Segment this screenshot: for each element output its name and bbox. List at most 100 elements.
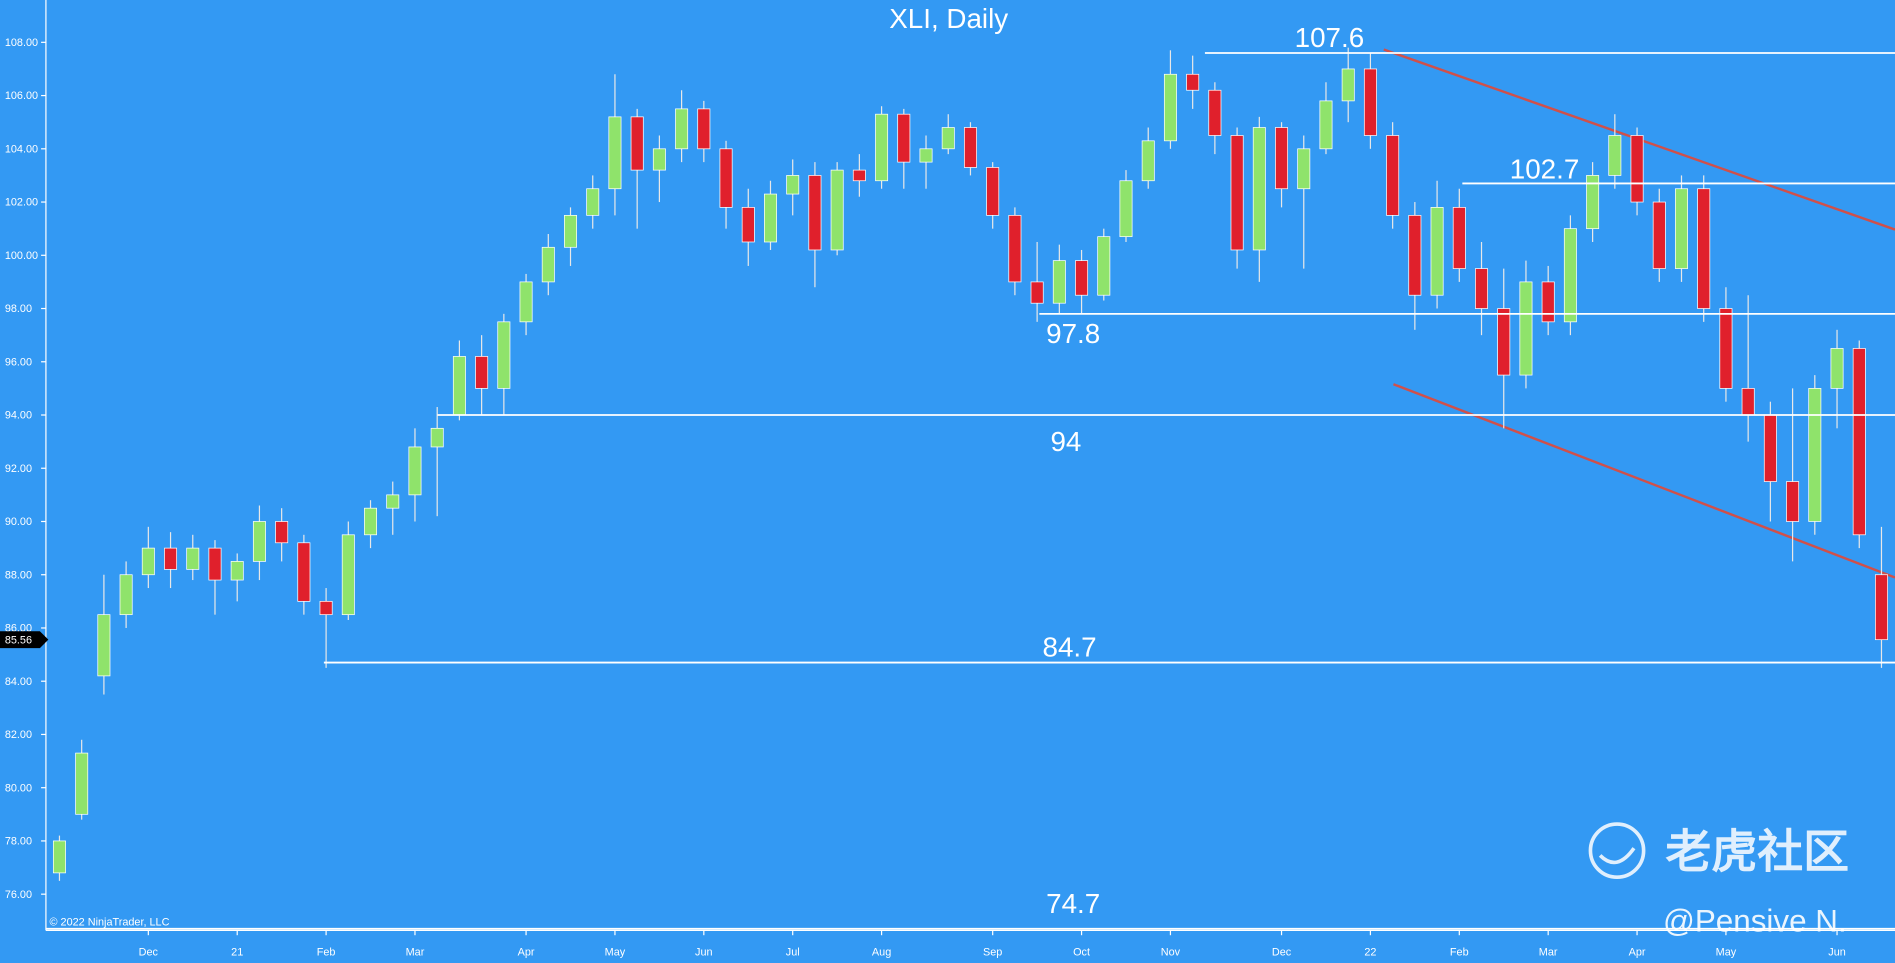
x-tick-label: Feb	[1450, 947, 1469, 959]
candle-body	[408, 446, 422, 496]
x-tick-label: Oct	[1073, 947, 1090, 959]
candle-body	[1563, 228, 1577, 323]
y-tick-label: 76.00	[5, 889, 32, 901]
level-label: 84.7	[1043, 632, 1097, 663]
candle-body	[252, 521, 266, 562]
candle-body	[297, 542, 311, 602]
plot: 76.00 78.00 80.00 82.00 84.00 86.00 88.00 90.00…	[0, 22, 1895, 959]
candle-body	[652, 148, 666, 171]
x-tick-label: 22	[1364, 947, 1376, 959]
candle-body	[852, 169, 866, 182]
watermark-logo	[1588, 822, 1646, 880]
candle-body	[1652, 201, 1666, 269]
last-price-label: 85.56	[5, 634, 32, 646]
candle-body	[764, 193, 777, 243]
candle-body	[386, 494, 400, 509]
y-tick-label: 86.00	[5, 623, 32, 635]
x-tick-label: Dec	[139, 947, 159, 959]
candle-body	[119, 574, 133, 616]
candle-body	[786, 175, 800, 195]
x-tick-label: Sep	[983, 947, 1002, 959]
candle-body	[1297, 148, 1311, 190]
candle-body	[808, 175, 822, 251]
candle-body	[1186, 73, 1200, 91]
candle-body	[675, 108, 689, 150]
candle-body	[1430, 207, 1444, 296]
candle-body	[275, 521, 289, 544]
candle-body	[608, 116, 622, 190]
candle-body	[1808, 388, 1822, 522]
candle-body	[1630, 135, 1644, 203]
y-tick-label: 102.00	[5, 197, 38, 209]
candle-body	[941, 127, 955, 150]
candle-body	[1319, 100, 1333, 150]
y-tick-label: 100.00	[5, 250, 38, 262]
y-tick-label: 88.00	[5, 569, 32, 581]
chart-title: XLI, Daily	[889, 3, 1008, 34]
candle-body	[719, 148, 733, 208]
candle-body	[1475, 268, 1488, 309]
candle-body	[1230, 135, 1244, 251]
candle-body	[630, 116, 644, 171]
candle-body	[897, 113, 911, 163]
candle-body	[1341, 68, 1355, 102]
x-tick-label: Aug	[872, 947, 891, 959]
candle-body	[919, 148, 933, 163]
candle-body	[1252, 127, 1266, 251]
candle-body	[1852, 348, 1866, 536]
candle-body	[1830, 348, 1844, 389]
candle-body	[963, 127, 977, 168]
candle-body	[1497, 308, 1511, 376]
level-label: 97.8	[1046, 318, 1100, 349]
candle-body	[1275, 127, 1289, 190]
x-tick-label: Jun	[695, 947, 713, 959]
candle-body	[875, 113, 889, 182]
candle-body	[1208, 89, 1222, 136]
y-tick-label: 108.00	[5, 37, 38, 49]
candle-body	[1052, 260, 1066, 304]
candle-body	[1075, 260, 1089, 296]
candle-body	[1363, 68, 1377, 136]
candle-body	[186, 547, 200, 570]
y-tick-label: 92.00	[5, 463, 32, 475]
candle-body	[230, 561, 244, 581]
candle-body	[1675, 188, 1688, 269]
candle-body	[1141, 140, 1155, 182]
trend-line	[1393, 383, 1895, 579]
x-tick-label: 21	[231, 947, 243, 959]
candle-body	[452, 356, 466, 416]
candle-body	[741, 207, 755, 243]
candle-body	[319, 600, 333, 616]
candle-body	[1386, 135, 1400, 216]
candle-body	[364, 507, 378, 536]
y-tick-label: 80.00	[5, 782, 32, 794]
candle-body	[75, 752, 89, 815]
x-tick-label: Jun	[1828, 947, 1846, 959]
candle-body	[1030, 281, 1044, 304]
candle-body	[830, 169, 844, 251]
candle-body	[519, 281, 533, 323]
candle-body	[1408, 214, 1422, 296]
candle-body	[141, 547, 155, 576]
y-tick-label: 90.00	[5, 516, 32, 528]
candle-body	[564, 214, 577, 248]
candle-body	[586, 188, 600, 216]
x-tick-label: Mar	[406, 947, 425, 959]
y-tick-label: 98.00	[5, 303, 32, 315]
candle-body	[1741, 388, 1755, 416]
candle-body	[1586, 175, 1600, 230]
watermark: 老虎社区	[1665, 826, 1849, 878]
candle-body	[1697, 188, 1711, 309]
x-tick-label: Nov	[1161, 947, 1181, 959]
y-tick-label: 84.00	[5, 676, 32, 688]
candle-body	[697, 108, 711, 150]
candle-body	[1452, 207, 1466, 269]
level-label: 74.7	[1046, 888, 1100, 919]
x-tick-label: Jul	[786, 947, 800, 959]
candle-body	[986, 167, 1000, 216]
candle-body	[341, 534, 355, 616]
y-tick-label: 96.00	[5, 356, 32, 368]
candle-body	[208, 547, 222, 581]
